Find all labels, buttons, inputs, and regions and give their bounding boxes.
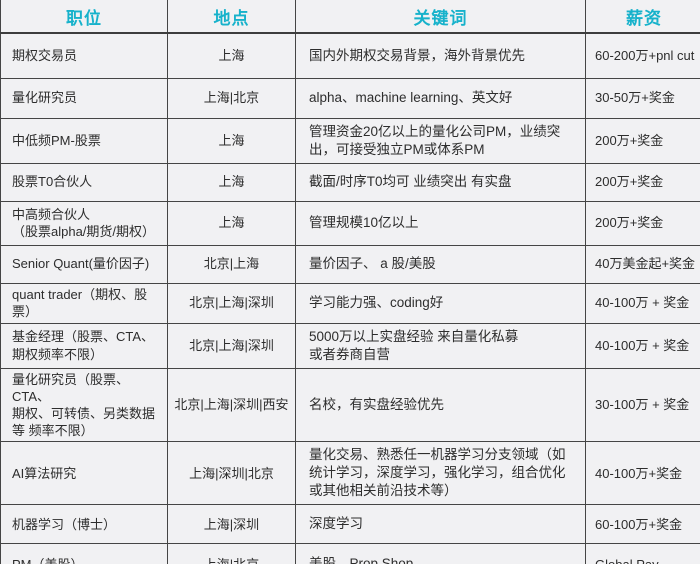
table-row: 中低频PM-股票 上海 管理资金20亿以上的量化公司PM，业绩突出，可接受独立P… <box>0 117 700 164</box>
cell-keywords: 国内外期权交易背景，海外背景优先 <box>295 32 586 79</box>
cell-location: 上海 <box>167 32 296 79</box>
cell-position: 量化研究员（股票、CTA、 期权、可转债、另类数据 等 频率不限） <box>0 367 168 443</box>
cell-location: 北京|上海|深圳|西安 <box>167 367 296 443</box>
cell-position: quant trader（期权、股票） <box>0 282 168 324</box>
table-row: PM（美股） 上海|北京 美股、Prop Shop Global Pay <box>0 543 700 564</box>
cell-salary: 30-100万 + 奖金 <box>585 367 700 443</box>
cell-salary: 40-100万 + 奖金 <box>585 322 700 369</box>
cell-keywords: 美股、Prop Shop <box>295 543 586 564</box>
cell-position: 期权交易员 <box>0 32 168 79</box>
cell-location: 上海 <box>167 162 296 202</box>
cell-salary: Global Pay <box>585 543 700 564</box>
cell-location: 北京|上海 <box>167 244 296 284</box>
header-location: 地点 <box>167 0 296 34</box>
header-position: 职位 <box>0 0 168 34</box>
table-row: Senior Quant(量价因子) 北京|上海 量价因子、 a 股/美股 40… <box>0 244 700 284</box>
cell-position: Senior Quant(量价因子) <box>0 244 168 284</box>
cell-location: 上海|深圳|北京 <box>167 441 296 506</box>
cell-keywords: 截面/时序T0均可 业绩突出 有实盘 <box>295 162 586 202</box>
cell-keywords: 学习能力强、coding好 <box>295 282 586 324</box>
cell-position: 量化研究员 <box>0 77 168 119</box>
cell-salary: 200万+奖金 <box>585 162 700 202</box>
cell-salary: 40-100万+奖金 <box>585 441 700 506</box>
table-row: 基金经理（股票、CTA、 期权频率不限） 北京|上海|深圳 5000万以上实盘经… <box>0 322 700 369</box>
cell-keywords: 量价因子、 a 股/美股 <box>295 244 586 284</box>
table-row: 量化研究员 上海|北京 alpha、machine learning、英文好 3… <box>0 77 700 119</box>
header-keywords: 关键词 <box>295 0 586 34</box>
cell-position: AI算法研究 <box>0 441 168 506</box>
cell-position: 股票T0合伙人 <box>0 162 168 202</box>
cell-location: 上海 <box>167 117 296 164</box>
cell-salary: 40-100万 + 奖金 <box>585 282 700 324</box>
cell-salary: 40万美金起+奖金 <box>585 244 700 284</box>
table-row: AI算法研究 上海|深圳|北京 量化交易、熟悉任一机器学习分支领域（如统计学习，… <box>0 441 700 506</box>
cell-location: 上海 <box>167 200 296 246</box>
table-row: 中高频合伙人 （股票alpha/期货/期权） 上海 管理规模10亿以上 200万… <box>0 200 700 246</box>
table-row: 股票T0合伙人 上海 截面/时序T0均可 业绩突出 有实盘 200万+奖金 <box>0 162 700 202</box>
table-row: quant trader（期权、股票） 北京|上海|深圳 学习能力强、codin… <box>0 282 700 324</box>
cell-location: 上海|深圳 <box>167 504 296 545</box>
header-row: 职位 地点 关键词 薪资 <box>0 0 700 34</box>
cell-keywords: alpha、machine learning、英文好 <box>295 77 586 119</box>
cell-keywords: 量化交易、熟悉任一机器学习分支领域（如统计学习，深度学习，强化学习，组合优化或其… <box>295 441 586 506</box>
cell-position: PM（美股） <box>0 543 168 564</box>
cell-location: 上海|北京 <box>167 543 296 564</box>
cell-keywords: 深度学习 <box>295 504 586 545</box>
cell-salary: 200万+奖金 <box>585 117 700 164</box>
cell-location: 北京|上海|深圳 <box>167 282 296 324</box>
cell-keywords: 名校，有实盘经验优先 <box>295 367 586 443</box>
cell-salary: 60-100万+奖金 <box>585 504 700 545</box>
header-salary: 薪资 <box>585 0 700 34</box>
cell-position: 机器学习（博士） <box>0 504 168 545</box>
cell-keywords: 管理资金20亿以上的量化公司PM，业绩突出，可接受独立PM或体系PM <box>295 117 586 164</box>
cell-position: 中低频PM-股票 <box>0 117 168 164</box>
table-row: 机器学习（博士） 上海|深圳 深度学习 60-100万+奖金 <box>0 504 700 545</box>
table-row: 期权交易员 上海 国内外期权交易背景，海外背景优先 60-200万+pnl cu… <box>0 32 700 79</box>
cell-location: 上海|北京 <box>167 77 296 119</box>
cell-keywords: 5000万以上实盘经验 来自量化私募 或者券商自营 <box>295 322 586 369</box>
cell-keywords: 管理规模10亿以上 <box>295 200 586 246</box>
cell-position: 基金经理（股票、CTA、 期权频率不限） <box>0 322 168 369</box>
cell-salary: 200万+奖金 <box>585 200 700 246</box>
cell-salary: 60-200万+pnl cut <box>585 32 700 79</box>
cell-salary: 30-50万+奖金 <box>585 77 700 119</box>
table-row: 量化研究员（股票、CTA、 期权、可转债、另类数据 等 频率不限） 北京|上海|… <box>0 367 700 443</box>
cell-location: 北京|上海|深圳 <box>167 322 296 369</box>
cell-position: 中高频合伙人 （股票alpha/期货/期权） <box>0 200 168 246</box>
